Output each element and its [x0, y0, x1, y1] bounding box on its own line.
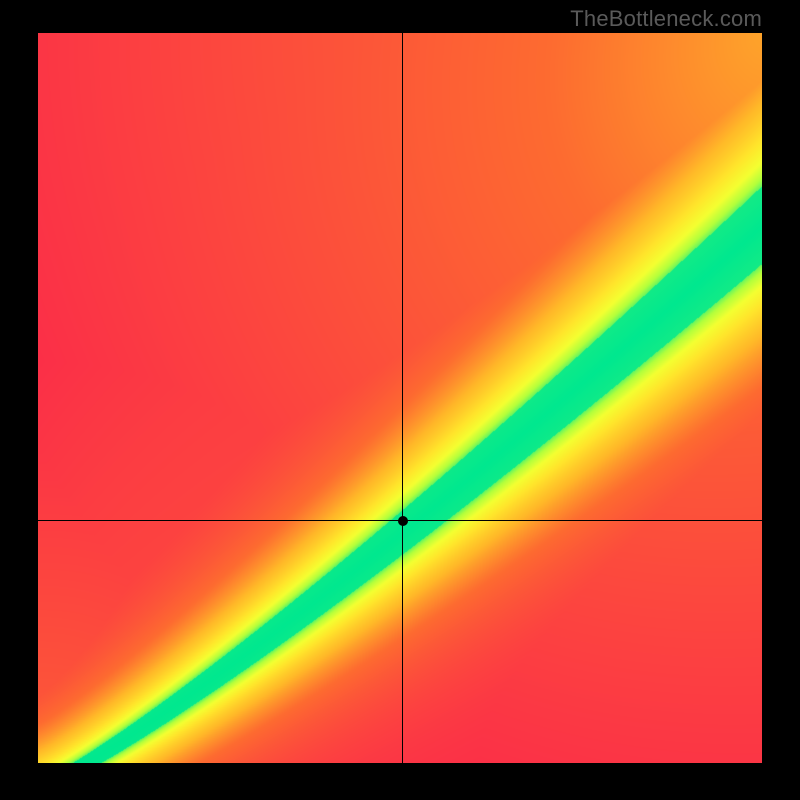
page-container: TheBottleneck.com — [0, 0, 800, 800]
crosshair-marker-dot — [398, 516, 408, 526]
watermark-text: TheBottleneck.com — [570, 6, 762, 32]
crosshair-vertical-line — [402, 33, 403, 763]
heatmap-canvas — [38, 33, 762, 763]
